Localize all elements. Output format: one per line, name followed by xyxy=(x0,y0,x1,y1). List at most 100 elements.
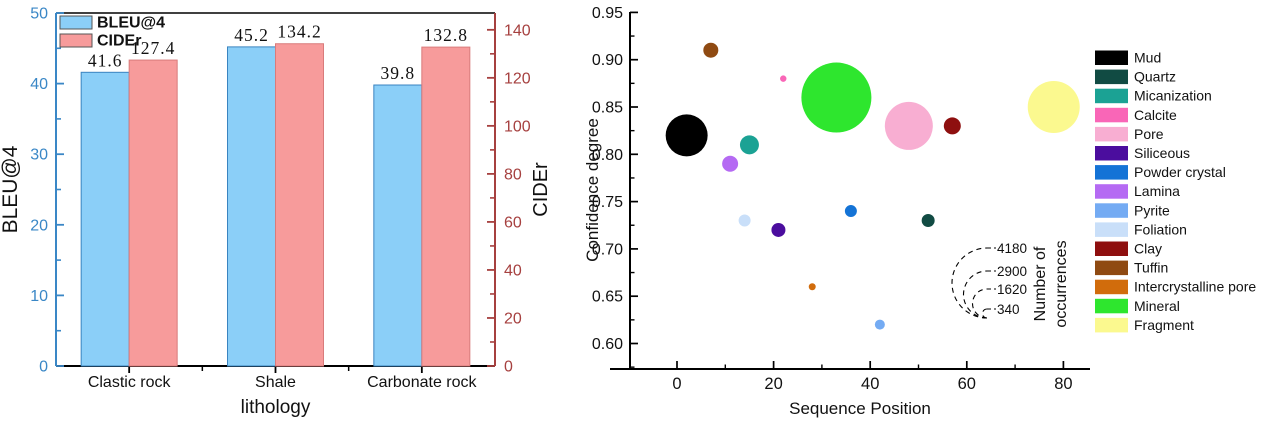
y-tick-label: 0.65 xyxy=(592,289,623,306)
bar-value-label-bleu@4-carbonate-rock: 39.8 xyxy=(381,63,416,83)
x-axis-ticks: 0 20 40 60 80 xyxy=(672,361,1073,393)
bar-cider-shale xyxy=(275,43,324,367)
legend-label-mineral: Mineral xyxy=(1134,298,1180,314)
x-tick-label: 0 xyxy=(672,375,681,393)
bubble-lamina xyxy=(722,155,739,172)
bubble-chart: 0.60 0.65 0.70 0.75 0.80 0.85 0.90 0.95 0 20 40 60 8… xyxy=(585,5,1256,418)
y-tick-label: 0.85 xyxy=(592,100,623,117)
right-axis-title: CIDEr xyxy=(530,162,552,217)
legend-swatch-pore xyxy=(1095,126,1128,142)
y-axis-ticks: 0.60 0.65 0.70 0.75 0.80 0.85 0.90 0.95 xyxy=(592,5,638,368)
bar-cider-clastic-rock xyxy=(128,59,178,367)
y-axis-title: Confidence degree xyxy=(585,118,602,262)
right-tick-label: 40 xyxy=(504,262,522,279)
size-legend-arc-340 xyxy=(981,308,988,319)
size-legend-title-line2: occurrences xyxy=(1053,240,1070,327)
right-tick-label: 20 xyxy=(504,310,522,327)
legend-label-tuffin: Tuffin xyxy=(1134,260,1168,276)
legend-label-pyrite: Pyrite xyxy=(1134,202,1170,218)
legend-swatch-cider xyxy=(59,33,93,48)
left-tick-label: 50 xyxy=(30,6,48,23)
left-tick-label: 20 xyxy=(30,217,48,234)
left-axis-ticks: 0 10 20 30 40 50 xyxy=(30,6,64,376)
bubble-clay xyxy=(943,117,961,135)
right-axis-ticks: 0 20 40 60 80 100 120 140 xyxy=(487,22,531,376)
size-legend-value: 4180 xyxy=(997,241,1027,256)
legend-swatch-tuffin xyxy=(1095,260,1128,276)
y-tick-label: 0.95 xyxy=(592,5,623,22)
category-label: Carbonate rock xyxy=(367,374,477,391)
bubble-siliceous xyxy=(771,222,786,237)
size-legend-title-line1: Number of xyxy=(1032,246,1049,321)
right-tick-label: 140 xyxy=(504,22,531,39)
x-axis-title: Sequence Position xyxy=(789,399,931,418)
size-legend-arc-4180 xyxy=(951,247,988,319)
bar-value-label-cider-shale: 134.2 xyxy=(277,22,321,42)
legend-label-quartz: Quartz xyxy=(1134,69,1176,85)
bar-bleu@4-clastic-rock xyxy=(80,71,130,367)
x-tick-label: 60 xyxy=(958,375,976,393)
y-tick-label: 0.80 xyxy=(592,147,623,164)
bar-bleu@4-carbonate-rock xyxy=(373,84,423,367)
bubble-powder-crystal xyxy=(844,205,857,218)
legend-label-intercrystalline-pore: Intercrystalline pore xyxy=(1134,279,1256,295)
legend-label-mud: Mud xyxy=(1134,50,1161,66)
x-tick-label: 80 xyxy=(1054,375,1072,393)
bubble-chart-legend: Mud Quartz Micanization Calcite Pore Siliceou… xyxy=(1095,50,1256,333)
y-tick-label: 0.90 xyxy=(592,52,623,69)
bubble-calcite xyxy=(780,75,787,82)
bar-bleu@4-shale xyxy=(227,46,276,367)
legend-swatch-clay xyxy=(1095,241,1128,256)
y-tick-label: 0.70 xyxy=(592,241,623,258)
legend-swatch-siliceous xyxy=(1095,146,1128,161)
size-legend: 4180 2900 1620 340 Number of occurrences xyxy=(951,240,1070,328)
bar-value-label-bleu@4-clastic-rock: 41.6 xyxy=(88,50,123,70)
bottom-axis-ticks xyxy=(128,366,423,373)
right-tick-label: 80 xyxy=(504,166,522,183)
size-legend-value: 2900 xyxy=(997,264,1027,279)
legend-swatch-mineral xyxy=(1095,298,1128,314)
bubble-quartz xyxy=(921,214,935,228)
y-tick-label: 0.75 xyxy=(592,194,623,211)
bubble-pore xyxy=(884,101,933,150)
bar-cider-carbonate-rock xyxy=(421,46,471,367)
legend-swatch-foliation xyxy=(1095,222,1128,237)
legend-label-lamina: Lamina xyxy=(1134,183,1180,199)
legend-swatch-quartz xyxy=(1095,69,1128,85)
legend-swatch-micanization xyxy=(1095,88,1128,104)
legend-label-powder-crystal: Powder crystal xyxy=(1134,164,1226,180)
legend-swatch-lamina xyxy=(1095,184,1128,199)
bubble-foliation xyxy=(738,214,751,227)
category-label: Shale xyxy=(255,374,296,391)
bubble-pyrite xyxy=(874,319,885,330)
bubble-fragment xyxy=(1027,81,1080,133)
legend-swatch-powder-crystal xyxy=(1095,165,1128,180)
left-axis-title: BLEU@4 xyxy=(0,145,22,233)
x-axis-title: lithology xyxy=(241,397,311,418)
left-tick-label: 0 xyxy=(39,359,48,376)
legend-label-bleu@4: BLEU@4 xyxy=(97,15,165,32)
size-legend-arc-2900 xyxy=(963,270,988,319)
bubble-tuffin xyxy=(703,42,719,58)
y-tick-label: 0.60 xyxy=(592,336,623,353)
x-tick-label: 40 xyxy=(861,375,879,393)
size-legend-arc-1620 xyxy=(972,288,988,319)
legend-label-cider: CIDEr xyxy=(97,33,141,50)
bubbles xyxy=(665,42,1080,330)
right-tick-label: 120 xyxy=(504,70,531,87)
bar-chart: 0 10 20 30 40 50 0 20 40 60 80 100 120 140 41.6 45.2 39.… xyxy=(0,6,552,419)
bars: 41.6 45.2 39.8 127.4 134.2 132.8 xyxy=(80,22,471,367)
legend-swatch-bleu@4 xyxy=(59,15,93,30)
size-legend-value: 1620 xyxy=(997,282,1027,297)
category-label: Clastic rock xyxy=(88,374,172,391)
legend-label-fragment: Fragment xyxy=(1134,317,1194,333)
legend-swatch-intercrystalline-pore xyxy=(1095,279,1128,295)
bar-value-label-bleu@4-shale: 45.2 xyxy=(234,25,269,45)
x-tick-label: 20 xyxy=(764,375,782,393)
right-tick-label: 60 xyxy=(504,214,522,231)
legend-swatch-pyrite xyxy=(1095,203,1128,218)
legend-swatch-fragment xyxy=(1095,317,1128,333)
bubble-intercrystalline-pore xyxy=(808,283,816,291)
bar-value-label-cider-carbonate-rock: 132.8 xyxy=(424,25,468,45)
